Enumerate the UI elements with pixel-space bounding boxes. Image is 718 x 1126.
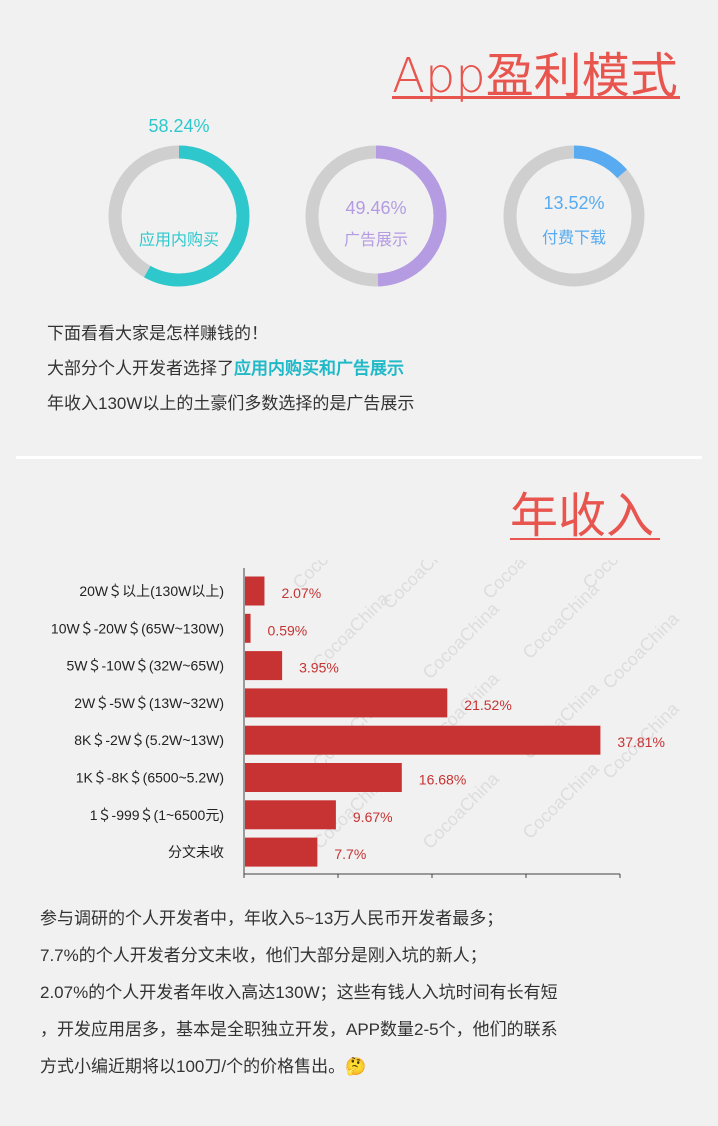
section-divider <box>16 456 702 459</box>
donut-ad-display <box>305 145 447 287</box>
donut-in-app-purchase-percent: 58.24% <box>148 116 210 136</box>
chart-axis <box>243 568 621 878</box>
watermark-text: CocoaChina <box>419 598 504 683</box>
category-label: 8K＄-2W＄(5.2W~13W) <box>74 732 224 748</box>
category-label: 1＄-999＄(1~6500元) <box>90 807 224 823</box>
value-label: 9.67% <box>353 809 393 825</box>
category-label: 10W＄-20W＄(65W~130W) <box>51 620 224 636</box>
note-line-1: 参与调研的个人开发者中，年收入5~13万人民币开发者最多； <box>40 909 504 928</box>
donut-paid-download <box>503 145 645 287</box>
value-label: 21.52% <box>464 697 511 713</box>
donut-in-app-purchase-label: 应用内购买 <box>138 232 219 249</box>
title-underline <box>392 96 680 99</box>
donut-in-app-purchase <box>108 145 250 287</box>
watermark-text: CocoaChina <box>519 758 604 843</box>
bar <box>245 725 601 755</box>
donut-ad-display-label: 广告展示 <box>343 232 408 249</box>
bar <box>245 837 318 867</box>
value-label: 7.7% <box>334 846 366 862</box>
note-line-5: 方式小编近期将以100刀/个的价格售出。🤔 <box>40 1057 367 1076</box>
value-label: 3.95% <box>299 660 339 676</box>
donut-paid-download-percent: 13.52% <box>543 193 605 213</box>
category-label: 2W＄-5W＄(13W~32W) <box>74 695 224 711</box>
category-label: 5W＄-10W＄(32W~65W) <box>66 658 224 674</box>
intro-line-1: 下面看看大家是怎样赚钱的！ <box>47 324 268 343</box>
intro-highlight: 应用内购买和广告展示 <box>234 359 404 378</box>
section-title-revenue-model: App盈利模式 <box>392 48 678 104</box>
value-label: 2.07% <box>281 585 321 601</box>
value-label: 16.68% <box>419 772 466 788</box>
donut-arc <box>108 145 250 287</box>
intro-line-2-prefix: 大部分个人开发者选择了 <box>47 359 234 378</box>
category-label: 1K＄-8K＄(6500~5.2W) <box>76 770 224 786</box>
watermark-text: CocoaChina <box>599 608 684 693</box>
section-title-annual-income: 年收入 <box>510 488 655 544</box>
watermark-text: CocoaChina <box>519 578 604 663</box>
bar <box>245 576 265 606</box>
donut-arc <box>305 145 447 287</box>
value-label: 0.59% <box>268 622 308 638</box>
donut-paid-download-label: 付费下载 <box>541 230 606 247</box>
note-line-4: ，开发应用居多，基本是全职独立开发，APP数量2-5个，他们的联系 <box>40 1020 558 1039</box>
intro-paragraph: 下面看看大家是怎样赚钱的！ 大部分个人开发者选择了应用内购买和广告展示 年收入1… <box>47 316 414 421</box>
bar <box>245 613 251 643</box>
note-line-3: 2.07%的个人开发者年收入高达130W；这些有钱人入坑时间有长有短 <box>40 983 558 1002</box>
category-label: 20W＄以上(130W以上) <box>79 583 224 599</box>
watermark-text: CocoaChina <box>479 560 564 603</box>
category-label: 分文未收 <box>168 844 224 860</box>
bars-layer: 20W＄以上(130W以上) 2.07% 10W＄-20W＄(65W~130W) 0.… <box>51 576 665 867</box>
donut-ad-display-percent: 49.46% <box>345 198 407 218</box>
donut-arc <box>503 145 645 287</box>
intro-line-3: 年收入130W以上的土豪们多数选择的是广告展示 <box>47 394 415 413</box>
intro-line-2: 大部分个人开发者选择了应用内购买和广告展示 <box>47 351 414 386</box>
note-line-2: 7.7%的个人开发者分文未收，他们大部分是刚入坑的新人； <box>40 946 487 965</box>
value-label: 37.81% <box>617 734 664 750</box>
title-underline-2 <box>510 538 660 540</box>
bar <box>245 800 336 830</box>
bar <box>245 651 283 681</box>
bar <box>245 763 402 792</box>
watermark-text: CocoaChina <box>379 560 464 613</box>
bar <box>245 688 448 718</box>
